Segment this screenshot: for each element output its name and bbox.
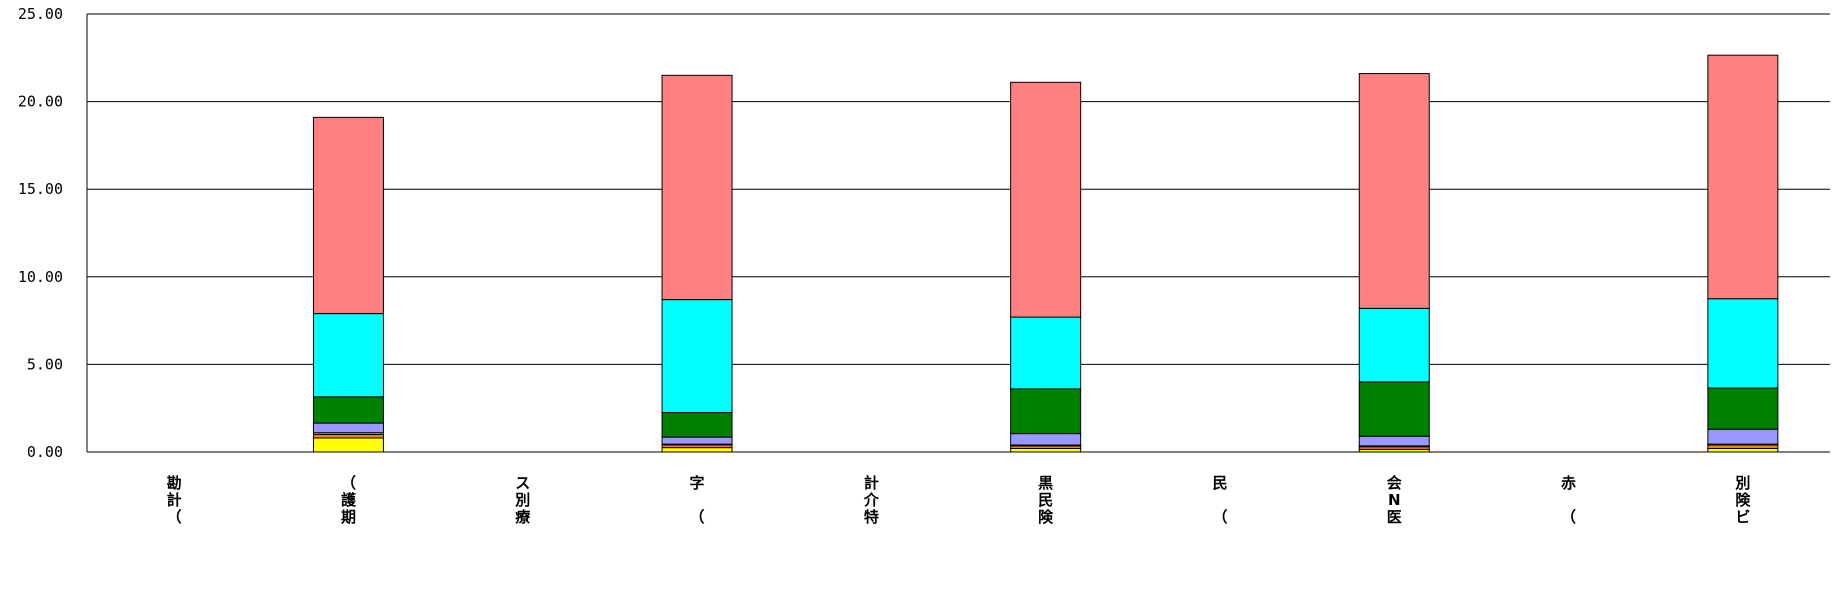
x-category-label: 計	[167, 491, 182, 509]
bar-segment	[1707, 298, 1779, 389]
x-category-label: （	[690, 508, 705, 526]
bar-segment	[312, 433, 384, 439]
bar-segment	[312, 116, 384, 315]
y-tick-label: 10.00	[18, 268, 63, 286]
x-category-label: （	[1212, 508, 1227, 526]
x-category-label: ス	[515, 474, 530, 492]
bar-segment	[1010, 433, 1082, 446]
x-category-label: 険	[1038, 508, 1054, 526]
bar-segment	[1358, 73, 1430, 309]
bar-segment	[1707, 387, 1779, 430]
y-tick-label: 20.00	[18, 93, 63, 111]
x-category-label: ビ	[1735, 508, 1750, 526]
x-category-label: 護	[341, 491, 357, 509]
bar-segment	[661, 447, 733, 453]
x-category-label: 療	[515, 508, 531, 526]
bar-segment	[661, 412, 733, 438]
bar-segment	[1358, 381, 1430, 437]
x-category-label: 計	[864, 474, 879, 492]
x-category-label: 別	[1734, 474, 1750, 492]
bar-segment	[1707, 447, 1779, 453]
x-category-label: 民	[1038, 491, 1053, 509]
bar-segment	[1010, 316, 1082, 390]
x-category-label: （	[1561, 508, 1576, 526]
bar-segment	[1358, 307, 1430, 383]
bar-segment	[661, 299, 733, 414]
x-category-label: 会	[1387, 474, 1402, 492]
x-category-label: 黒	[1038, 474, 1053, 492]
bar-segment	[1010, 447, 1082, 453]
bar-segment	[1707, 444, 1779, 449]
y-tick-label: 5.00	[27, 355, 63, 373]
x-category-label: 字	[690, 474, 705, 492]
bar-segment	[312, 437, 384, 453]
x-category-label: 別	[514, 491, 530, 509]
y-tick-label: 25.00	[18, 5, 63, 23]
bar-segment	[1010, 388, 1082, 435]
bars	[312, 54, 1779, 453]
bar-segment	[1010, 81, 1082, 318]
x-category-label: （	[341, 474, 356, 492]
x-category-label: 特	[864, 508, 879, 526]
y-tick-label: 15.00	[18, 180, 63, 198]
x-category-label: 期	[341, 508, 356, 526]
bar-segment	[312, 422, 384, 434]
x-category-label: 民	[1212, 474, 1227, 492]
x-category-label: 険	[1735, 491, 1751, 509]
x-category-label: 勘	[167, 474, 182, 492]
x-category-label: 医	[1387, 508, 1402, 526]
bar-segment	[661, 74, 733, 301]
x-category-label: 介	[863, 491, 880, 509]
bar-segment	[661, 436, 733, 445]
x-category-label: N	[1388, 491, 1401, 509]
x-category-label: （	[167, 508, 182, 526]
y-axis-tick-labels: 0.00 5.00 10.00 15.00 20.00 25.00	[18, 5, 63, 461]
x-category-label: 赤	[1561, 474, 1576, 492]
bar-segment	[1707, 428, 1779, 445]
bar-segment	[312, 396, 384, 424]
bar-segment	[1358, 435, 1430, 447]
bar-segment	[1707, 54, 1779, 300]
bar-segment	[312, 313, 384, 398]
y-tick-label: 0.00	[27, 443, 63, 461]
